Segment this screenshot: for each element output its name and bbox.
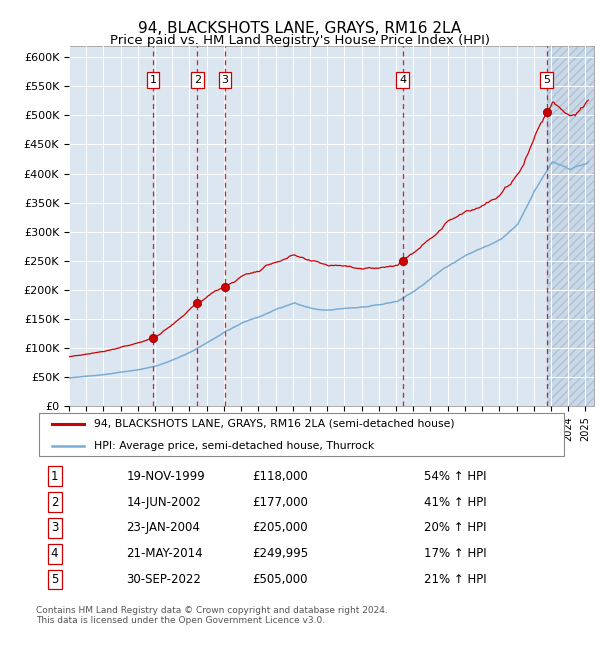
Text: 54% ↑ HPI: 54% ↑ HPI (424, 470, 486, 483)
Bar (547, 46, 594, 406)
Text: HPI: Average price, semi-detached house, Thurrock: HPI: Average price, semi-detached house,… (94, 441, 374, 451)
Text: £205,000: £205,000 (253, 521, 308, 534)
Text: Price paid vs. HM Land Registry's House Price Index (HPI): Price paid vs. HM Land Registry's House … (110, 34, 490, 47)
Text: 4: 4 (51, 547, 58, 560)
Text: 2: 2 (51, 495, 58, 508)
Text: 94, BLACKSHOTS LANE, GRAYS, RM16 2LA (semi-detached house): 94, BLACKSHOTS LANE, GRAYS, RM16 2LA (se… (94, 419, 455, 428)
Text: 5: 5 (543, 75, 550, 84)
Text: 1: 1 (149, 75, 157, 84)
Text: £505,000: £505,000 (253, 573, 308, 586)
Text: 23-JAN-2004: 23-JAN-2004 (126, 521, 200, 534)
Text: 41% ↑ HPI: 41% ↑ HPI (424, 495, 486, 508)
Text: 5: 5 (51, 573, 58, 586)
Text: 21% ↑ HPI: 21% ↑ HPI (424, 573, 486, 586)
Text: 17% ↑ HPI: 17% ↑ HPI (424, 547, 486, 560)
Text: 14-JUN-2002: 14-JUN-2002 (126, 495, 201, 508)
Text: £177,000: £177,000 (253, 495, 308, 508)
Text: 3: 3 (51, 521, 58, 534)
Text: 20% ↑ HPI: 20% ↑ HPI (424, 521, 486, 534)
Text: 30-SEP-2022: 30-SEP-2022 (126, 573, 201, 586)
Text: 3: 3 (221, 75, 229, 84)
Text: Contains HM Land Registry data © Crown copyright and database right 2024.
This d: Contains HM Land Registry data © Crown c… (36, 606, 388, 625)
Text: 94, BLACKSHOTS LANE, GRAYS, RM16 2LA: 94, BLACKSHOTS LANE, GRAYS, RM16 2LA (139, 21, 461, 36)
Text: £118,000: £118,000 (253, 470, 308, 483)
Text: 21-MAY-2014: 21-MAY-2014 (126, 547, 203, 560)
Text: 19-NOV-1999: 19-NOV-1999 (126, 470, 205, 483)
Text: 1: 1 (51, 470, 58, 483)
Text: £249,995: £249,995 (252, 547, 308, 560)
Text: 2: 2 (194, 75, 201, 84)
Text: 4: 4 (399, 75, 406, 84)
FancyBboxPatch shape (38, 413, 565, 456)
